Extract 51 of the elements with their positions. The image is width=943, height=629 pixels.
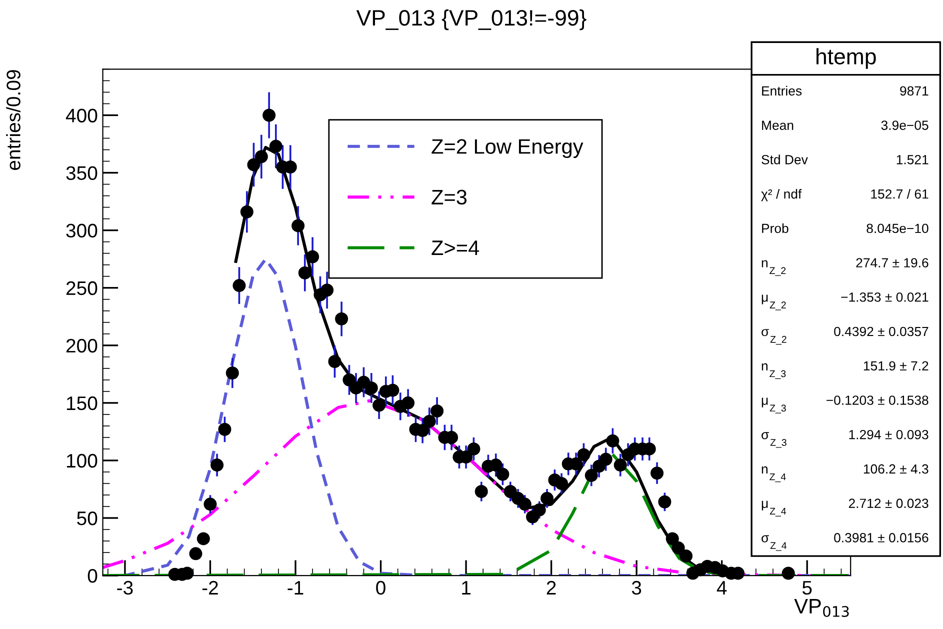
- y-tick-label: 300: [66, 224, 98, 238]
- x-tick-label: 3: [632, 580, 642, 595]
- y-tick-label: 50: [77, 511, 98, 526]
- annotation: −0.1203 ± 0.1538: [826, 396, 928, 405]
- x-axis-title: VP$_{013}$: [794, 599, 849, 617]
- legend-label: Z=3: [432, 190, 467, 205]
- annotation: −1.353 ± 0.021: [841, 292, 928, 302]
- annotation: σZ_3: [762, 432, 786, 448]
- annotation: μZ_4: [762, 500, 786, 516]
- x-tick-label: 1: [462, 581, 470, 594]
- annotation: nZ_2: [762, 260, 786, 276]
- annotation: nZ_3: [762, 363, 786, 379]
- annotation: 1.294 ± 0.093: [849, 430, 928, 440]
- text: 9871: [900, 86, 928, 96]
- x-tick-label: -1: [288, 581, 304, 594]
- x-tick-label: -2: [202, 580, 218, 594]
- annotation: nZ_4: [762, 466, 786, 482]
- x-tick-label: 5: [802, 581, 812, 595]
- text: htemp: [816, 48, 876, 69]
- y-tick-label: 0: [88, 569, 98, 583]
- y-tick-label: 250: [66, 281, 98, 296]
- annotation: 0.4392 ± 0.0357: [834, 326, 928, 336]
- annotation: Mean: [762, 120, 794, 130]
- annotation: σZ_2: [762, 329, 786, 345]
- legend-label: Z>=4: [432, 240, 480, 256]
- text: 106.2 ± 4.3: [864, 464, 928, 474]
- x-tick-label: 0: [376, 580, 386, 595]
- annotation: Prob: [762, 223, 788, 234]
- y-tick-label: 200: [66, 338, 98, 353]
- annotation: Entries: [762, 86, 802, 96]
- y-tick-label: 150: [66, 396, 98, 410]
- y-axis-title: entries/0.09: [6, 70, 20, 170]
- x-tick-label: -3: [117, 580, 133, 595]
- annotation: σZ_4: [762, 535, 787, 551]
- y-tick-label: 400: [66, 108, 98, 122]
- x-tick-label: 4: [716, 581, 727, 594]
- x-tick-label: 2: [546, 580, 556, 594]
- legend-label: Z=2 Low Energy: [432, 139, 584, 158]
- text: 274.7 ± 19.6: [856, 258, 928, 268]
- y-tick-label: 350: [66, 166, 98, 180]
- chart-title: VP_013 {VP_013!=-99}: [356, 9, 586, 30]
- text: 151.9 ± 7.2: [864, 361, 928, 371]
- annotation: χ² / ndf: [761, 188, 802, 202]
- text: 8.045e−10: [866, 224, 928, 234]
- annotation: 2.712 ± 0.023: [848, 498, 928, 508]
- text: 3.9e−05: [881, 120, 928, 130]
- annotation: 0.3981 ± 0.0156: [834, 533, 928, 542]
- text: 1.521: [896, 154, 928, 164]
- y-tick-label: 100: [66, 454, 98, 468]
- annotation: Std Dev: [762, 154, 808, 164]
- text: 152.7 / 61: [871, 188, 928, 199]
